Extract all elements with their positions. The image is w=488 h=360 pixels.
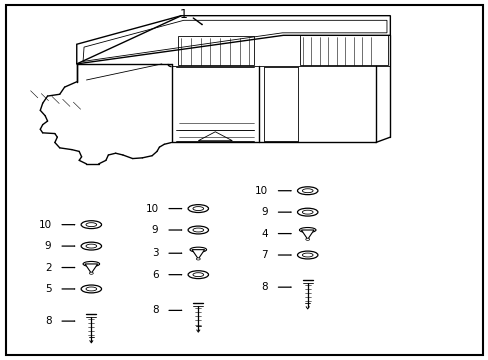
Text: 8: 8 bbox=[261, 282, 267, 292]
Text: 8: 8 bbox=[151, 305, 158, 315]
Text: 9: 9 bbox=[45, 241, 51, 251]
Polygon shape bbox=[85, 264, 98, 273]
Text: 10: 10 bbox=[254, 186, 267, 196]
Ellipse shape bbox=[83, 261, 100, 266]
Text: 9: 9 bbox=[261, 207, 267, 217]
Text: 1: 1 bbox=[180, 8, 187, 21]
Text: 10: 10 bbox=[145, 203, 158, 213]
Ellipse shape bbox=[190, 247, 206, 252]
Ellipse shape bbox=[81, 285, 102, 293]
Text: 2: 2 bbox=[45, 262, 51, 273]
Text: 3: 3 bbox=[151, 248, 158, 258]
Ellipse shape bbox=[89, 272, 93, 274]
Ellipse shape bbox=[86, 244, 97, 248]
Ellipse shape bbox=[302, 189, 312, 193]
Text: 8: 8 bbox=[45, 316, 51, 326]
Polygon shape bbox=[301, 230, 313, 239]
Ellipse shape bbox=[188, 226, 208, 234]
Ellipse shape bbox=[299, 228, 315, 233]
Text: 6: 6 bbox=[151, 270, 158, 280]
Text: 7: 7 bbox=[261, 250, 267, 260]
Ellipse shape bbox=[81, 221, 102, 229]
Ellipse shape bbox=[297, 187, 317, 195]
Text: 9: 9 bbox=[151, 225, 158, 235]
Text: 5: 5 bbox=[45, 284, 51, 294]
Ellipse shape bbox=[193, 273, 203, 276]
Ellipse shape bbox=[302, 253, 312, 257]
Ellipse shape bbox=[193, 207, 203, 211]
Ellipse shape bbox=[188, 271, 208, 279]
Ellipse shape bbox=[297, 208, 317, 216]
Ellipse shape bbox=[305, 238, 309, 240]
Text: 10: 10 bbox=[38, 220, 51, 230]
Ellipse shape bbox=[86, 287, 97, 291]
Polygon shape bbox=[192, 249, 204, 259]
Ellipse shape bbox=[81, 242, 102, 250]
Ellipse shape bbox=[86, 223, 97, 226]
Ellipse shape bbox=[297, 251, 317, 259]
Text: 4: 4 bbox=[261, 229, 267, 239]
Ellipse shape bbox=[193, 228, 203, 232]
Ellipse shape bbox=[188, 204, 208, 212]
Ellipse shape bbox=[302, 210, 312, 214]
Ellipse shape bbox=[196, 258, 200, 260]
